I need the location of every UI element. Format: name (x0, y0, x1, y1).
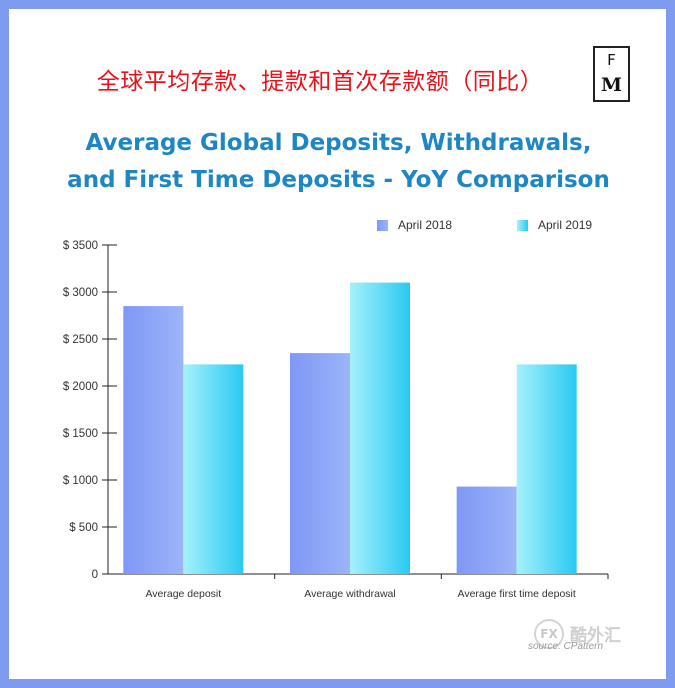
y-tick-label: $ 2000 (63, 381, 98, 393)
bar-2018 (290, 353, 350, 574)
y-tick-label: $ 3000 (63, 287, 98, 299)
watermark-text: 酷外汇 (570, 626, 621, 646)
y-tick-label: 0 (92, 569, 98, 581)
bar-2018 (123, 306, 184, 574)
legend-swatch-2019 (517, 219, 528, 231)
x-category-label: Average withdrawal (304, 588, 395, 600)
chart-title: Average Global Deposits, Withdrawals, an… (40, 125, 637, 199)
x-category-label: Average first time deposit (458, 588, 576, 600)
legend-item-2019: April 2019 (517, 218, 592, 232)
y-tick-label: $ 1000 (63, 475, 98, 487)
watermark-badge: FX (534, 619, 564, 649)
watermark: FX 酷外汇 source: CPattern (528, 617, 648, 657)
chinese-title: 全球平均存款、提款和首次存款额（同比） (96, 69, 544, 95)
fm-logo: F M (593, 46, 630, 102)
y-tick-label: $ 3500 (63, 240, 98, 252)
legend-swatch-2018 (377, 219, 388, 231)
logo-letter-f: F (607, 51, 616, 69)
bar-2018 (456, 486, 517, 574)
y-tick-label: $ 500 (69, 522, 98, 534)
legend-item-2018: April 2018 (377, 218, 452, 232)
y-tick-label: $ 1500 (63, 428, 98, 440)
legend-label-2019: April 2019 (538, 218, 593, 232)
chart-legend: April 2018 April 2019 (0, 218, 675, 238)
source-label: source: CPattern (528, 641, 604, 652)
logo-letter-m: M (600, 74, 623, 96)
bar-2019 (516, 364, 577, 574)
x-category-label: Average deposit (145, 588, 221, 600)
y-tick-label: $ 2500 (63, 334, 98, 346)
legend-label-2018: April 2018 (398, 218, 453, 232)
bar-2019 (350, 282, 410, 574)
bar-2019 (183, 364, 244, 574)
chart-title-line-1: Average Global Deposits, Withdrawals, (85, 130, 592, 156)
chart-title-line-2: and First Time Deposits - YoY Comparison (67, 167, 610, 193)
